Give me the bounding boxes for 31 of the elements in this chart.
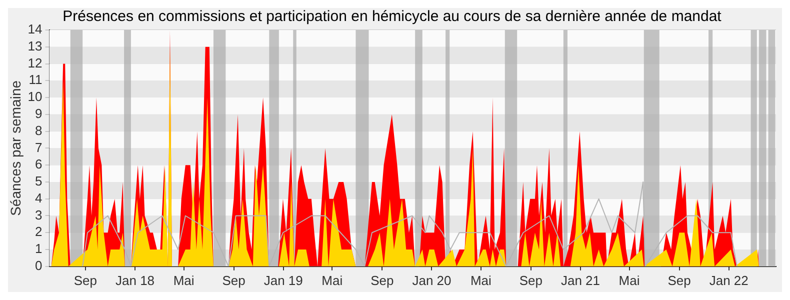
x-tick-label: Sep	[222, 272, 246, 288]
y-tick-label: 6	[35, 156, 42, 172]
y-tick-label: 12	[28, 55, 42, 70]
y-tick-label: 0	[35, 258, 42, 273]
chart-title: Présences en commissions et participation en hémicycle au cours de sa dernière année de mandat	[62, 8, 722, 26]
x-tick-label: Jan 20	[412, 272, 452, 288]
y-tick-label: 14	[28, 22, 42, 37]
x-tick-label: Sep	[668, 272, 691, 288]
y-tick-label: 10	[28, 89, 42, 104]
x-tick-label: Jan 18	[116, 272, 155, 288]
x-tick-label: Mai	[173, 272, 194, 288]
x-tick-label: Sep	[519, 272, 542, 288]
y-tick-label: 1	[35, 241, 42, 256]
x-tick-label: Jan 21	[560, 272, 600, 288]
y-tick-label: 7	[35, 140, 42, 155]
y-tick-label: 4	[35, 190, 42, 206]
y-tick-label: 5	[35, 174, 42, 189]
y-tick-label: 9	[35, 106, 42, 122]
x-tick-label: Sep	[370, 272, 394, 288]
y-tick-label: 11	[28, 72, 42, 88]
x-tick-label: Mai	[470, 272, 492, 288]
y-axis-title: Séances par semaine	[7, 80, 24, 216]
x-tick-label: Mai	[322, 272, 343, 288]
y-tick-label: 2	[35, 224, 42, 240]
y-tick-label: 3	[35, 207, 42, 222]
y-tick-label: 8	[35, 122, 42, 138]
x-tick-label: Mai	[618, 272, 640, 288]
y-tick-label: 13	[28, 38, 42, 54]
x-tick-label: Sep	[74, 272, 98, 288]
x-tick-label: Jan 19	[264, 272, 303, 288]
x-tick-label: Jan 22	[709, 272, 748, 288]
